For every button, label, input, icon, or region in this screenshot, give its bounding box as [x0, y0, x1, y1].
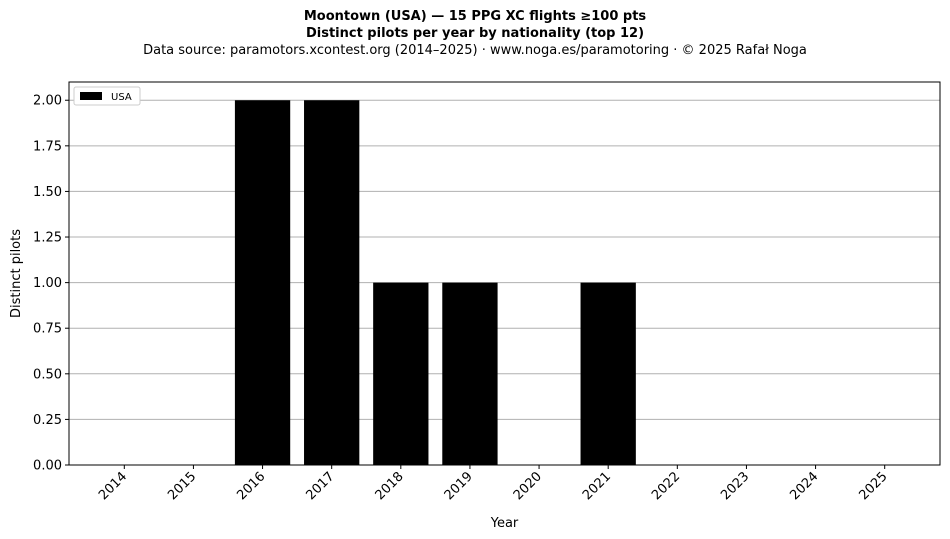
bar-usa-2021 [580, 282, 636, 465]
legend-swatch-usa [80, 92, 102, 100]
y-tick-label: 0.25 [33, 413, 62, 428]
y-tick-label: 0.50 [33, 367, 62, 382]
y-tick-label: 1.25 [33, 231, 62, 246]
x-tick-label: 2020 [511, 469, 545, 503]
chart-subtitle: Distinct pilots per year by nationality … [305, 26, 645, 41]
y-tick-label: 1.50 [33, 185, 62, 200]
y-axis: 0.00 0.25 0.50 0.75 1.00 1.25 1.50 1.75 2.00 [33, 94, 69, 474]
x-tick-label: 2019 [442, 469, 476, 503]
chart-title: Moontown (USA) — 15 PPG XC flights ≥100 … [303, 9, 647, 24]
y-tick-label: 1.75 [33, 139, 62, 154]
x-tick-label: 2022 [649, 469, 683, 503]
bar-usa-2016 [234, 100, 291, 465]
x-axis-label: Year [490, 516, 519, 531]
x-tick-label: 2023 [718, 469, 752, 503]
x-tick-label: 2015 [165, 469, 199, 503]
y-tick-label: 0.00 [33, 459, 62, 474]
x-tick-label: 2021 [580, 469, 614, 503]
bar-usa-2018 [373, 282, 429, 465]
y-tick-label: 1.00 [33, 276, 62, 291]
plot-frame [68, 81, 941, 466]
data-source-note: Data source: paramotors.xcontest.org (20… [143, 43, 807, 58]
x-tick-label: 2014 [96, 469, 130, 503]
bars [234, 100, 636, 465]
chart-title-block: Moontown (USA) — 15 PPG XC flights ≥100 … [0, 8, 950, 59]
y-gridlines [69, 99, 940, 466]
x-tick-label: 2025 [857, 469, 891, 503]
y-tick-label: 0.75 [33, 322, 62, 337]
y-tick-label: 2.00 [33, 94, 62, 109]
legend-label-usa: USA [111, 92, 132, 103]
x-tick-label: 2017 [304, 469, 338, 503]
x-tick-label: 2024 [787, 469, 821, 503]
bar-usa-2019 [442, 282, 498, 465]
x-axis: 2014 2015 2016 2017 2018 2019 2020 2021 2022 2023… [96, 465, 891, 503]
y-axis-label: Distinct pilots [9, 229, 24, 318]
x-tick-label: 2016 [234, 469, 268, 503]
x-tick-label: 2018 [373, 469, 407, 503]
legend-box [73, 86, 141, 106]
bar-usa-2017 [304, 100, 360, 465]
legend: USA [73, 86, 141, 106]
